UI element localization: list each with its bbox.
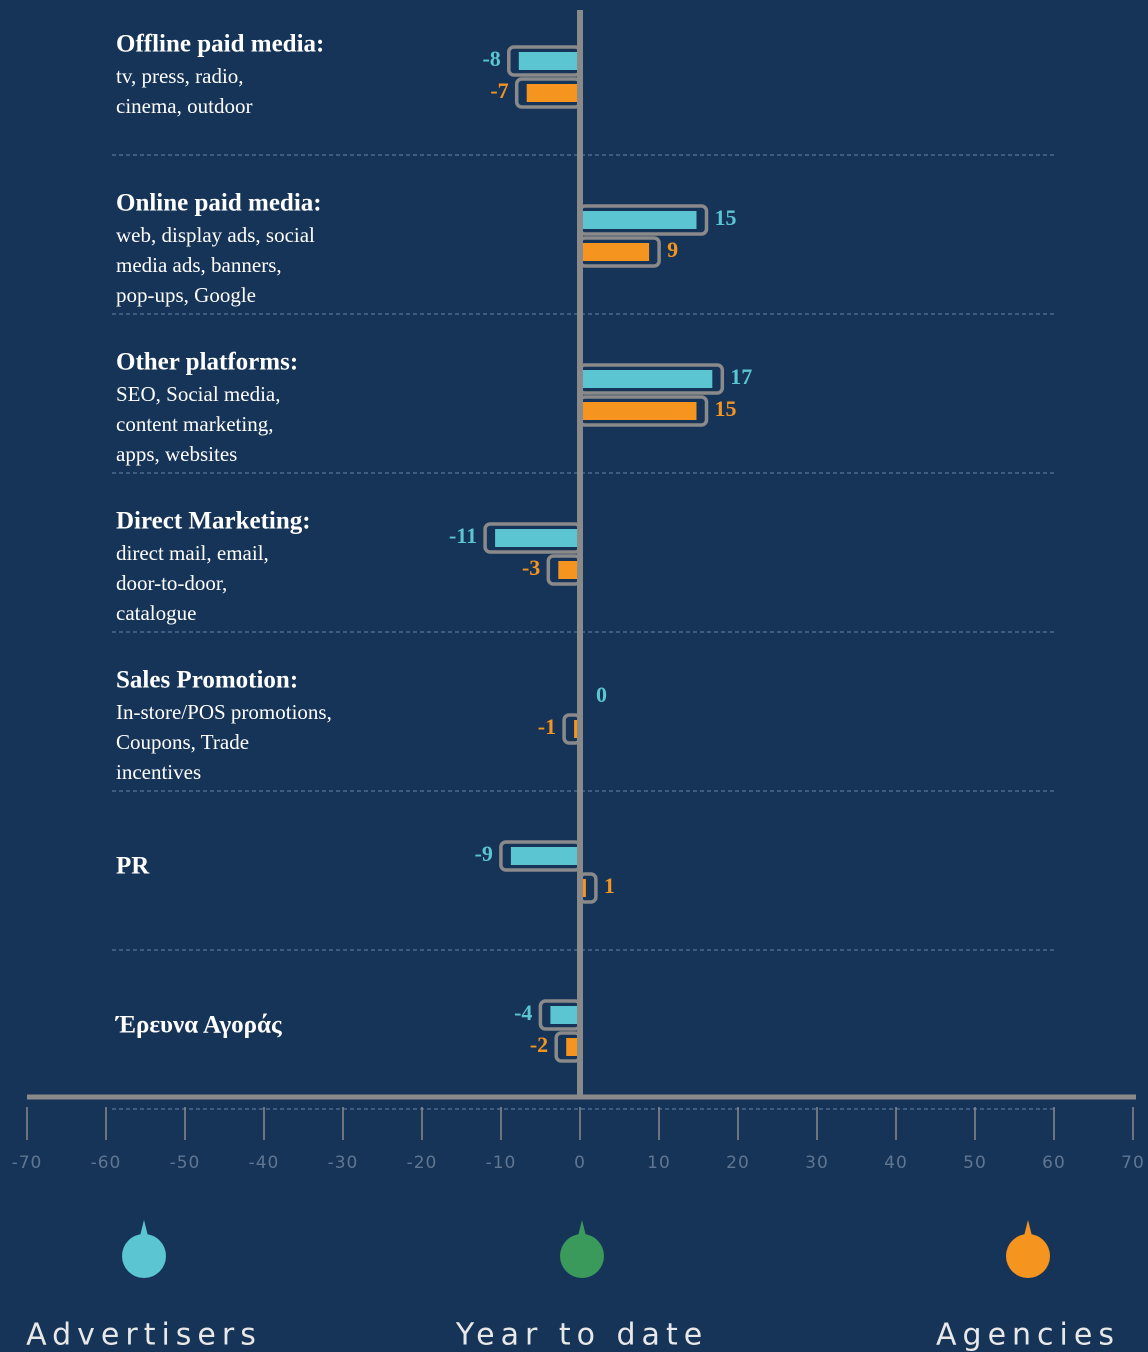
bar xyxy=(526,84,580,102)
value-label: -9 xyxy=(475,841,493,866)
x-tick-label: -50 xyxy=(170,1153,201,1173)
x-tick-label: -60 xyxy=(91,1153,122,1173)
category-description: content marketing, xyxy=(116,412,273,436)
x-tick-label: 50 xyxy=(963,1153,987,1173)
legend-icon xyxy=(578,1220,586,1236)
value-label: 0 xyxy=(596,682,607,707)
category-description: web, display ads, social xyxy=(116,223,315,247)
category-description: apps, websites xyxy=(116,442,237,466)
legend-icon xyxy=(1006,1234,1050,1278)
value-label: -4 xyxy=(514,1000,532,1025)
x-tick-label: -30 xyxy=(328,1153,359,1173)
category-title: Other platforms: xyxy=(116,349,298,376)
x-tick-label: 70 xyxy=(1121,1153,1145,1173)
category-description: cinema, outdoor xyxy=(116,94,252,118)
x-tick-label: 60 xyxy=(1042,1153,1066,1173)
value-label: 15 xyxy=(715,396,737,421)
x-tick-label: 10 xyxy=(647,1153,671,1173)
legend-label: Year to date xyxy=(455,1318,708,1352)
bar xyxy=(580,243,650,261)
x-tick-label: -20 xyxy=(407,1153,438,1173)
category-title: Online paid media: xyxy=(116,190,322,217)
x-tick-label: 20 xyxy=(726,1153,750,1173)
category-description: media ads, banners, xyxy=(116,253,282,277)
value-label: 1 xyxy=(604,873,615,898)
bar xyxy=(580,402,697,420)
value-label: -3 xyxy=(522,555,540,580)
bar xyxy=(518,52,580,70)
value-label: -2 xyxy=(530,1032,548,1057)
bar xyxy=(580,211,697,229)
value-label: 17 xyxy=(730,364,752,389)
category-description: pop-ups, Google xyxy=(116,283,256,307)
x-tick-label: 40 xyxy=(884,1153,908,1173)
value-label: -8 xyxy=(482,46,500,71)
legend-icon xyxy=(560,1234,604,1278)
bar xyxy=(510,847,580,865)
legend-label: Agencies xyxy=(936,1318,1120,1352)
legend-icon xyxy=(140,1220,148,1236)
category-title: Direct Marketing: xyxy=(116,508,311,535)
category-title: PR xyxy=(116,853,150,880)
category-description: SEO, Social media, xyxy=(116,382,280,406)
value-label: -7 xyxy=(490,78,508,103)
legend-icon xyxy=(1024,1220,1032,1236)
category-description: In-store/POS promotions, xyxy=(116,700,332,724)
x-tick-label: 0 xyxy=(574,1153,586,1173)
category-title: Offline paid media: xyxy=(116,31,324,58)
value-label: 9 xyxy=(667,237,678,262)
category-description: incentives xyxy=(116,760,201,784)
bar xyxy=(550,1006,580,1024)
category-description: catalogue xyxy=(116,601,196,625)
bar xyxy=(495,529,580,547)
value-label: -1 xyxy=(538,714,556,739)
x-tick-label: -40 xyxy=(249,1153,280,1173)
legend-icon xyxy=(122,1234,166,1278)
category-title: Sales Promotion: xyxy=(116,667,298,694)
x-tick-label: 30 xyxy=(805,1153,829,1173)
value-label: 15 xyxy=(715,205,737,230)
bar xyxy=(580,370,713,388)
value-label: -11 xyxy=(449,523,477,548)
category-description: tv, press, radio, xyxy=(116,64,244,88)
category-description: door-to-door, xyxy=(116,571,227,595)
x-tick-label: -70 xyxy=(12,1153,43,1173)
category-description: direct mail, email, xyxy=(116,541,269,565)
legend-label: Advertisers xyxy=(26,1318,262,1352)
bar xyxy=(558,561,580,579)
category-description: Coupons, Trade xyxy=(116,730,249,754)
category-title: Έρευνα Αγοράς xyxy=(114,1012,282,1039)
bar xyxy=(566,1038,580,1056)
x-tick-label: -10 xyxy=(486,1153,517,1173)
